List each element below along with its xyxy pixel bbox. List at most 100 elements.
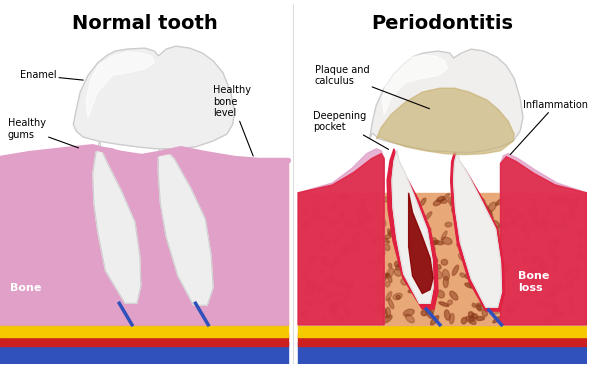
Ellipse shape bbox=[524, 289, 531, 296]
Ellipse shape bbox=[546, 292, 556, 298]
Ellipse shape bbox=[179, 165, 184, 171]
Ellipse shape bbox=[263, 226, 274, 231]
Ellipse shape bbox=[178, 188, 188, 193]
Ellipse shape bbox=[100, 259, 104, 269]
Ellipse shape bbox=[496, 197, 505, 205]
Text: Inflammation: Inflammation bbox=[510, 100, 588, 155]
Ellipse shape bbox=[306, 300, 313, 306]
Ellipse shape bbox=[26, 256, 31, 262]
Ellipse shape bbox=[528, 270, 537, 280]
Ellipse shape bbox=[452, 205, 456, 212]
Ellipse shape bbox=[545, 301, 554, 309]
Ellipse shape bbox=[260, 198, 269, 207]
Ellipse shape bbox=[510, 252, 516, 257]
Ellipse shape bbox=[398, 262, 404, 268]
Ellipse shape bbox=[29, 208, 34, 215]
Polygon shape bbox=[382, 55, 448, 114]
Ellipse shape bbox=[43, 306, 53, 314]
Ellipse shape bbox=[67, 232, 75, 240]
Ellipse shape bbox=[230, 305, 236, 313]
Ellipse shape bbox=[310, 287, 317, 295]
Ellipse shape bbox=[496, 268, 503, 273]
Ellipse shape bbox=[553, 237, 560, 244]
Ellipse shape bbox=[505, 307, 516, 312]
Ellipse shape bbox=[321, 258, 330, 266]
Ellipse shape bbox=[56, 192, 63, 200]
Ellipse shape bbox=[33, 211, 40, 219]
Ellipse shape bbox=[134, 303, 139, 313]
Ellipse shape bbox=[425, 287, 430, 294]
Ellipse shape bbox=[10, 257, 17, 267]
Ellipse shape bbox=[148, 159, 154, 170]
Ellipse shape bbox=[279, 197, 283, 206]
Ellipse shape bbox=[176, 241, 183, 248]
Ellipse shape bbox=[465, 238, 472, 248]
Ellipse shape bbox=[383, 238, 389, 243]
Ellipse shape bbox=[81, 244, 87, 251]
Ellipse shape bbox=[393, 293, 402, 300]
Ellipse shape bbox=[386, 307, 391, 318]
Ellipse shape bbox=[145, 311, 154, 317]
Ellipse shape bbox=[217, 189, 223, 195]
Ellipse shape bbox=[66, 310, 70, 314]
Ellipse shape bbox=[494, 286, 505, 289]
Ellipse shape bbox=[87, 286, 90, 296]
Ellipse shape bbox=[186, 237, 191, 242]
Ellipse shape bbox=[154, 247, 158, 252]
Ellipse shape bbox=[103, 210, 110, 215]
Ellipse shape bbox=[387, 268, 394, 278]
Ellipse shape bbox=[403, 309, 414, 316]
Ellipse shape bbox=[312, 297, 317, 303]
Ellipse shape bbox=[339, 230, 344, 235]
Ellipse shape bbox=[415, 228, 424, 234]
Ellipse shape bbox=[275, 296, 280, 305]
Ellipse shape bbox=[242, 230, 249, 236]
Ellipse shape bbox=[383, 315, 392, 323]
Ellipse shape bbox=[143, 307, 146, 311]
Ellipse shape bbox=[528, 224, 538, 232]
Ellipse shape bbox=[441, 259, 448, 265]
Ellipse shape bbox=[95, 219, 104, 227]
Ellipse shape bbox=[92, 206, 98, 214]
Ellipse shape bbox=[311, 207, 320, 214]
Ellipse shape bbox=[425, 258, 430, 263]
Ellipse shape bbox=[56, 184, 64, 190]
Ellipse shape bbox=[549, 196, 554, 202]
Ellipse shape bbox=[68, 225, 73, 230]
Ellipse shape bbox=[245, 260, 250, 265]
Ellipse shape bbox=[491, 271, 498, 277]
Ellipse shape bbox=[64, 207, 69, 214]
Ellipse shape bbox=[482, 215, 485, 225]
Ellipse shape bbox=[263, 296, 272, 301]
Ellipse shape bbox=[410, 238, 415, 242]
Ellipse shape bbox=[346, 220, 352, 225]
Ellipse shape bbox=[308, 216, 316, 226]
Ellipse shape bbox=[178, 274, 184, 286]
Ellipse shape bbox=[352, 234, 357, 238]
Ellipse shape bbox=[427, 260, 434, 268]
Ellipse shape bbox=[34, 300, 39, 305]
Polygon shape bbox=[298, 149, 384, 325]
Ellipse shape bbox=[317, 284, 323, 290]
Ellipse shape bbox=[88, 251, 96, 256]
Ellipse shape bbox=[332, 313, 338, 318]
Ellipse shape bbox=[421, 311, 427, 316]
Ellipse shape bbox=[504, 210, 511, 217]
Ellipse shape bbox=[254, 196, 263, 200]
Ellipse shape bbox=[50, 245, 55, 248]
Ellipse shape bbox=[502, 222, 508, 229]
Ellipse shape bbox=[101, 265, 109, 273]
Ellipse shape bbox=[266, 215, 277, 224]
Ellipse shape bbox=[151, 180, 157, 187]
Ellipse shape bbox=[128, 305, 136, 314]
Ellipse shape bbox=[173, 197, 184, 204]
Ellipse shape bbox=[448, 197, 455, 205]
Ellipse shape bbox=[567, 281, 574, 289]
Ellipse shape bbox=[29, 288, 34, 295]
Ellipse shape bbox=[425, 212, 432, 220]
Ellipse shape bbox=[534, 220, 545, 227]
Ellipse shape bbox=[578, 242, 583, 249]
Ellipse shape bbox=[410, 266, 417, 272]
Ellipse shape bbox=[227, 224, 234, 233]
Ellipse shape bbox=[493, 220, 500, 227]
